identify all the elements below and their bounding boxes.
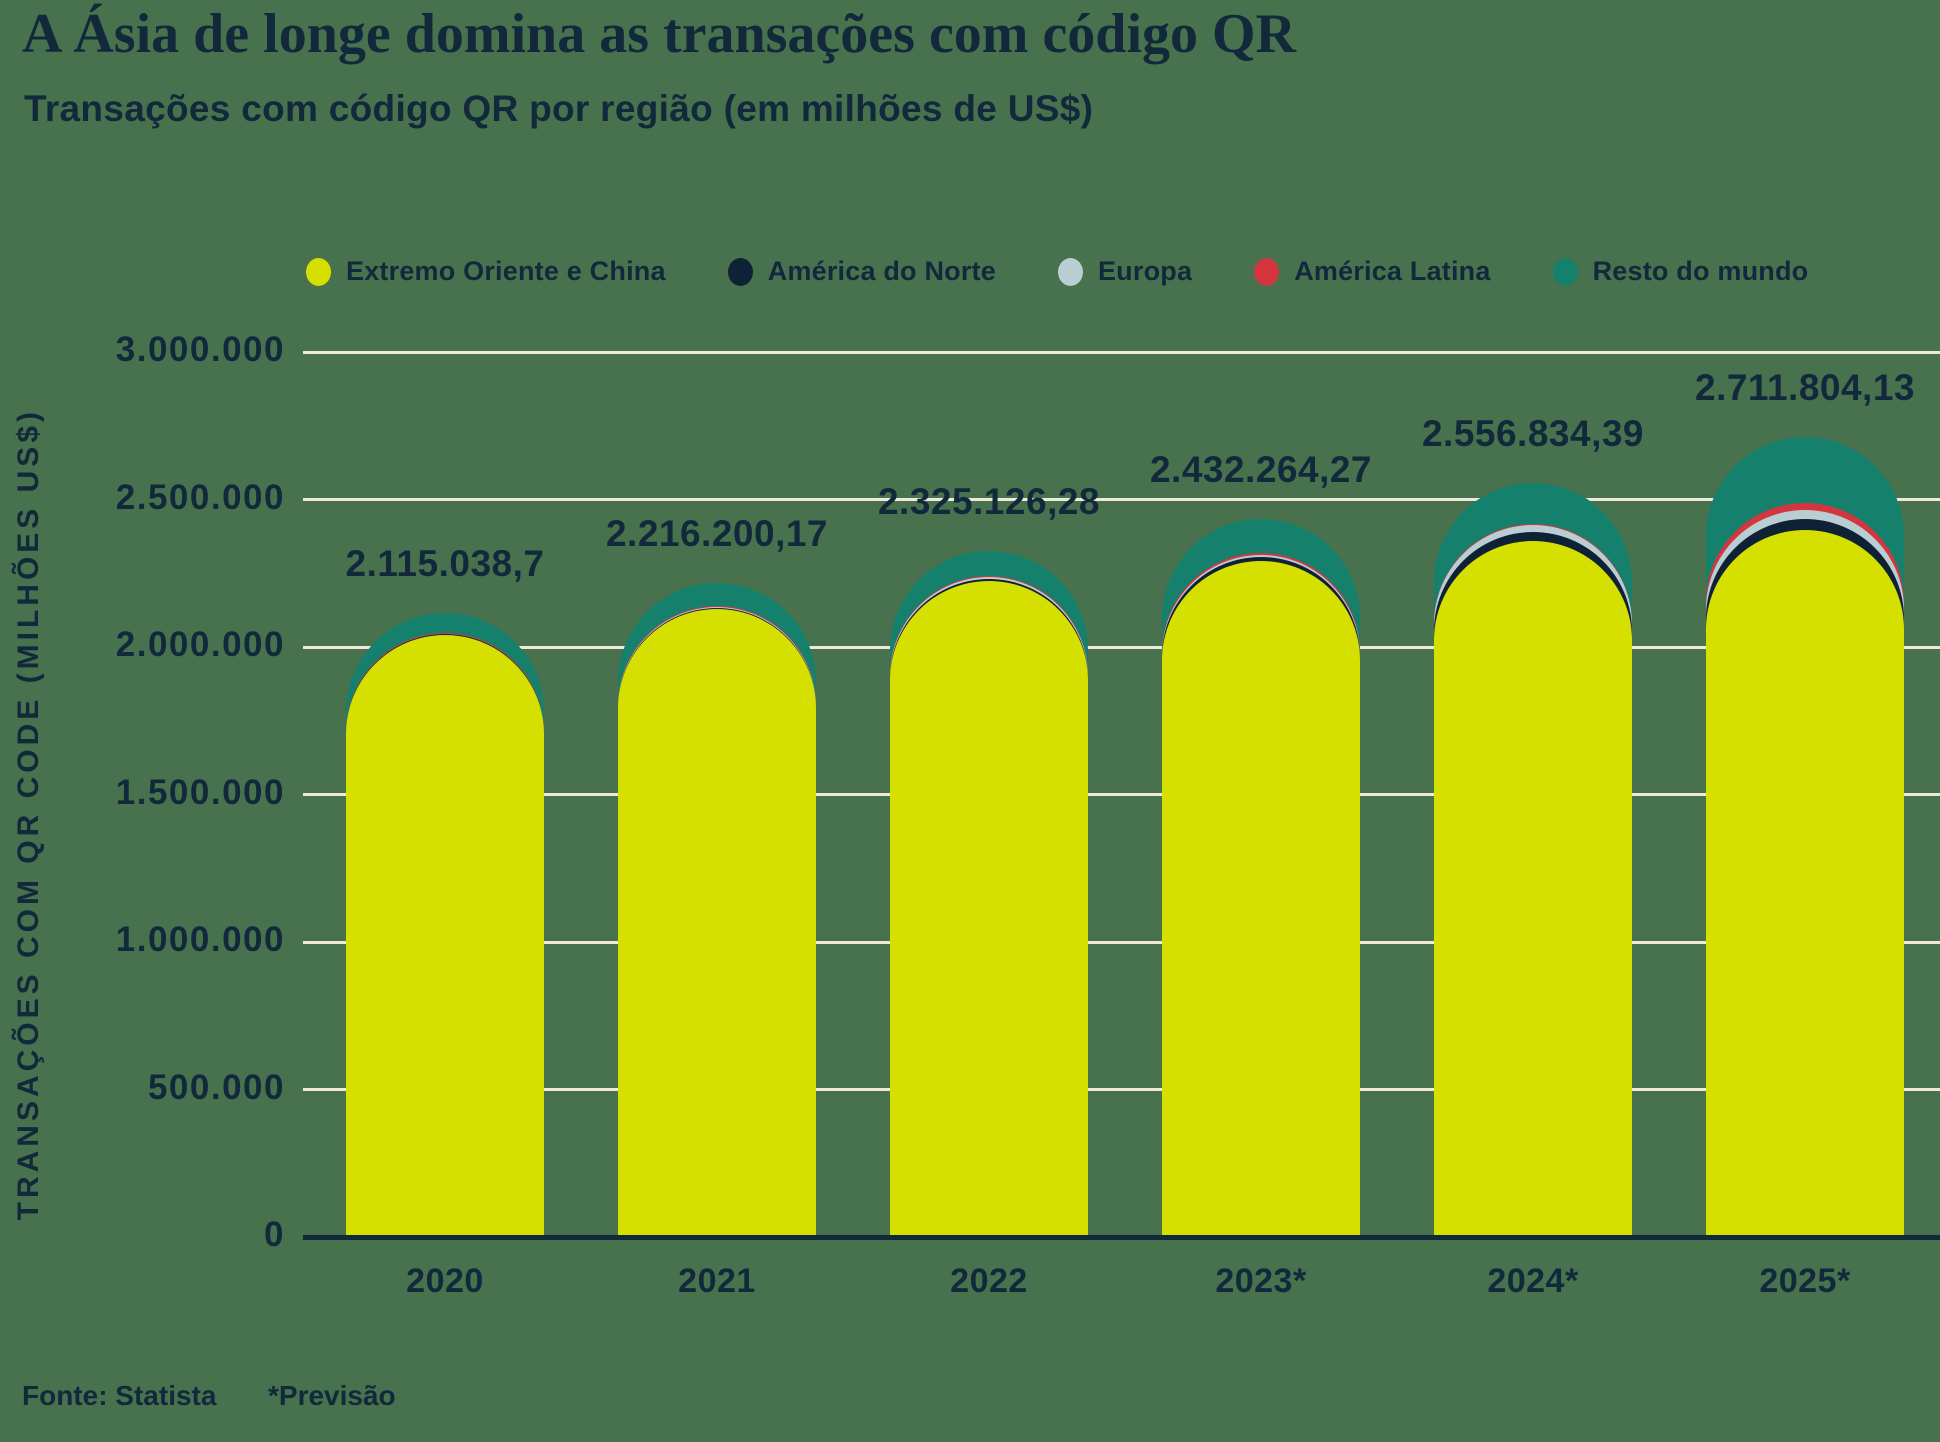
legend-item-latin_america: América Latina [1254,256,1490,287]
bar-total-label: 2.325.126,28 [877,481,1101,523]
forecast-note: *Previsão [268,1380,396,1411]
y-tick-label: 0 [264,1215,285,1254]
footer: Fonte: Statista *Previsão [0,1380,1000,1420]
legend-dot-north_america [727,257,753,286]
legend-dot-rest_of_world [1552,257,1578,286]
bar-total-label: 2.216.200,17 [605,513,829,555]
bar-total-label: 2.711.804,13 [1695,367,1915,409]
x-tick-label: 2023* [1215,1262,1307,1300]
x-tick-label: 2024* [1487,1262,1579,1300]
y-tick-label: 500.000 [147,1067,285,1107]
bar-segment-far_east_china-2020 [346,635,544,1240]
bar-segment-far_east_china-2021 [618,608,816,1240]
legend-item-europe: Europa [1057,256,1193,287]
legend-item-rest_of_world: Resto do mundo [1552,256,1809,287]
x-axis-line [303,1235,1940,1240]
legend-dot-europe [1057,257,1083,286]
x-tick-label: 2022 [950,1262,1028,1300]
x-tick-label: 2021 [678,1262,756,1300]
y-tick-label: 2.000.000 [115,625,285,664]
legend-dot-far_east_china [306,257,331,286]
gridline [303,350,1940,354]
legend-dot-latin_america [1254,257,1280,286]
gridline [303,645,1940,649]
page-subtitle: Transações com código QR por região (em … [24,88,1094,129]
source-label: Fonte: Statista [22,1380,217,1411]
legend-label: América do Norte [767,256,996,286]
gridline [303,793,1940,796]
page-title: A Ásia de longe domina as transações com… [22,3,1296,65]
bar-total-label: 2.556.834,39 [1421,412,1645,454]
y-tick-label: 2.500.000 [115,477,285,517]
bar-segment-far_east_china-2024* [1434,540,1632,1240]
bar-total-label: 2.115.038,7 [345,543,545,585]
y-tick-label: 1.000.000 [115,920,285,959]
bar-segment-far_east_china-2022 [890,580,1088,1240]
y-tick-label: 3.000.000 [115,330,285,369]
bar-segment-far_east_china-2023* [1162,561,1360,1240]
legend: Extremo Oriente e China América do Norte E… [306,256,1808,287]
gridline [303,1088,1940,1091]
legend-item-far_east_china: Extremo Oriente e China [306,256,666,287]
bar-segment-far_east_china-2025* [1706,530,1904,1240]
gridline [303,498,1940,501]
x-tick-label: 2025* [1759,1262,1851,1300]
x-tick-label: 2020 [406,1262,484,1300]
legend-label: Extremo Oriente e China [346,256,666,286]
legend-label: Europa [1097,256,1193,286]
legend-label: América Latina [1294,256,1491,286]
gridline [303,940,1940,944]
y-tick-label: 1.500.000 [115,772,285,812]
legend-label: Resto do mundo [1592,256,1809,286]
bar-total-label: 2.432.264,27 [1149,449,1373,491]
legend-item-north_america: América do Norte [727,256,996,287]
